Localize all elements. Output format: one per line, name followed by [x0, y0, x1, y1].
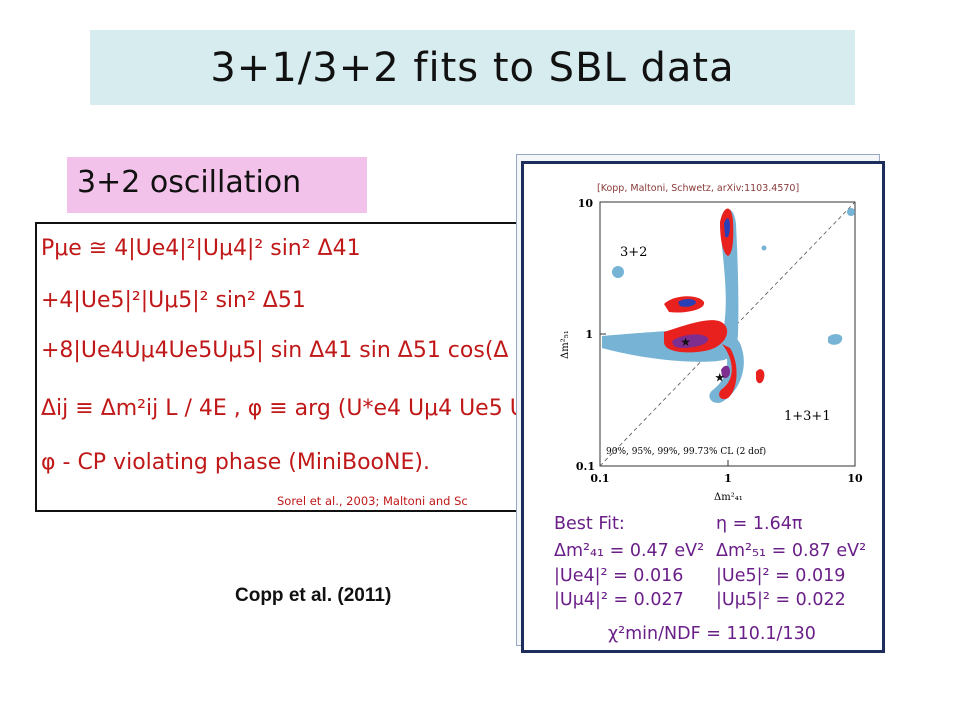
label-3plus2: 3+2	[620, 245, 647, 260]
best-fit-chi2: χ²min/NDF = 110.1/130	[608, 624, 816, 644]
formula-line-5: φ - CP violating phase (MiniBooNE).	[41, 450, 430, 475]
citation: Copp et al. (2011)	[235, 585, 392, 606]
y-tick-1: 1	[585, 328, 593, 341]
best-fit-ue4: |Ue4|² = 0.016	[554, 566, 684, 586]
y-axis-label: Δm²₅₁	[560, 330, 571, 359]
best-fit-dm41: Δm²₄₁ = 0.47 eV²	[554, 541, 705, 561]
best-fit-umu5: |Uμ5|² = 0.022	[716, 590, 846, 610]
x-axis-label: Δm²₄₁	[714, 492, 743, 503]
y-tick-10: 10	[578, 197, 594, 210]
formula-line-2: +4|Ue5|²|Uμ5|² sin² Δ51	[41, 288, 306, 313]
best-fit-marker-2: ★	[714, 370, 725, 384]
slide-title: 3+1/3+2 fits to SBL data	[210, 44, 735, 91]
formula-line-1: Pμe ≅ 4|Ue4|²|Uμ4|² sin² Δ41	[41, 236, 361, 261]
formula-box: Pμe ≅ 4|Ue4|²|Uμ4|² sin² Δ41 +4|Ue5|²|Uμ…	[35, 222, 553, 512]
title-banner: 3+1/3+2 fits to SBL data	[90, 30, 855, 105]
formula-line-4: Δij ≡ Δm²ij L / 4E , φ ≡ arg (U*e4 Uμ4 U…	[41, 396, 553, 421]
oscillation-label-text: 3+2 oscillation	[77, 165, 302, 200]
best-fit-ue5: |Ue5|² = 0.019	[716, 566, 846, 586]
best-fit-dm51: Δm²₅₁ = 0.87 eV²	[716, 541, 867, 561]
chart-markers: ★★	[680, 335, 725, 384]
oscillation-label: 3+2 oscillation	[67, 157, 367, 213]
formula-reference: Sorel et al., 2003; Maltoni and Sc	[277, 494, 468, 508]
x-tick-0-1: 0.1	[590, 472, 609, 485]
best-fit-label: Best Fit:	[554, 514, 625, 534]
contour-regions	[602, 208, 855, 403]
best-fit-marker-1: ★	[680, 335, 691, 349]
label-1plus3plus1: 1+3+1	[784, 409, 831, 424]
fit-panel: [Kopp, Maltoni, Schwetz, arXiv:1103.4570…	[521, 161, 885, 653]
formula-panel: Pμe ≅ 4|Ue4|²|Uμ4|² sin² Δ41 +4|Ue5|²|Uμ…	[33, 220, 553, 513]
contour-plot: [Kopp, Maltoni, Schwetz, arXiv:1103.4570…	[560, 183, 863, 503]
plot-header: [Kopp, Maltoni, Schwetz, arXiv:1103.4570…	[597, 183, 799, 194]
y-tick-0-1: 0.1	[576, 460, 595, 473]
cl-note: 90%, 95%, 99%, 99.73% CL (2 dof)	[606, 446, 766, 457]
best-fit-umu4: |Uμ4|² = 0.027	[554, 590, 684, 610]
x-tick-1: 1	[724, 472, 732, 485]
x-tick-10: 10	[847, 472, 863, 485]
formula-line-3: +8|Ue4Uμ4Ue5Uμ5| sin Δ41 sin Δ51 cos(Δ	[41, 338, 509, 363]
best-fit-eta: η = 1.64π	[716, 514, 803, 534]
axis-ticks	[600, 333, 729, 466]
